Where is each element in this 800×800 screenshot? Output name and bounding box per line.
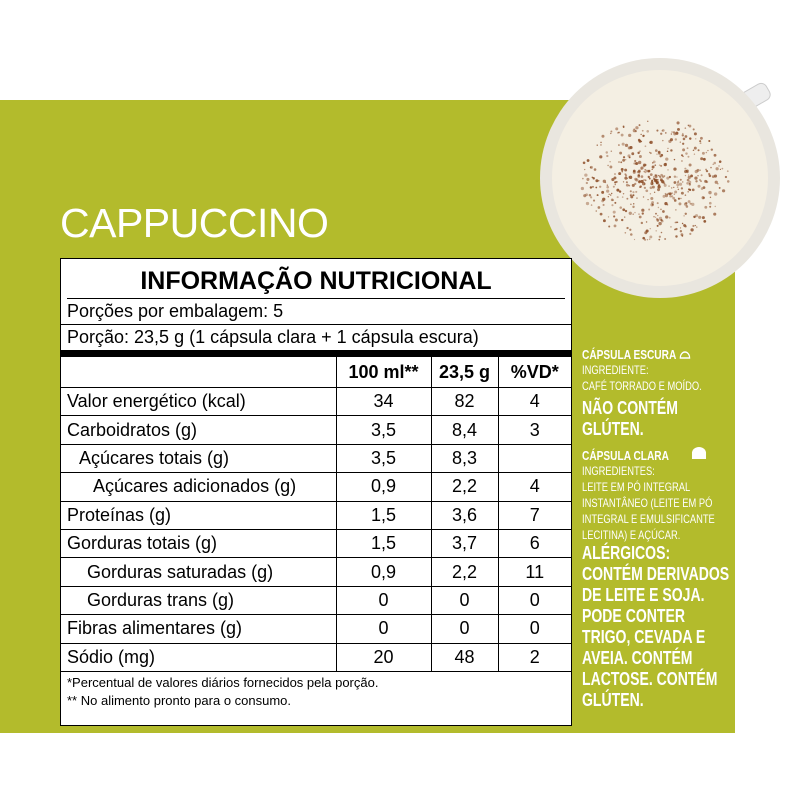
capsule-label: CÁPSULA CLARA: [582, 448, 669, 463]
product-title: CAPPUCCINO: [60, 200, 329, 246]
nutrient-row: Gorduras totais (g) 1,5 3,7 6: [61, 528, 571, 559]
nutrient-name: Gorduras totais (g): [61, 528, 337, 559]
nutrient-value: 0: [497, 585, 571, 616]
nutrient-value: 82: [430, 386, 499, 417]
capsule-label: CÁPSULA ESCURA: [582, 347, 676, 362]
nutrient-value: 8,4: [430, 415, 499, 445]
footnote: *Percentual de valores diários fornecido…: [67, 674, 379, 690]
column-header: 100 ml**: [335, 357, 432, 388]
nutrient-value: 3,7: [430, 528, 499, 559]
nutrient-value: 4: [497, 386, 571, 417]
nutrient-value: 0,9: [335, 472, 432, 502]
light-capsule-icon: [691, 447, 706, 459]
nutrient-name: Gorduras trans (g): [61, 585, 337, 616]
nutrition-table: INFORMAÇÃO NUTRICIONAL Porções por embal…: [60, 258, 572, 726]
nutrient-value: 0: [430, 585, 499, 616]
servings: Porções por embalagem: 5: [61, 299, 571, 325]
nutrient-value: 0: [430, 614, 499, 644]
nutrient-row: Gorduras saturadas (g) 0,9 2,2 11: [61, 557, 571, 587]
nutrient-row: Sódio (mg) 20 48 2: [61, 642, 571, 672]
ingredients: LEITE EM PÓ INTEGRAL INSTANTÂNEO (LEITE …: [582, 480, 715, 542]
nutrient-value: 3,6: [430, 500, 499, 530]
nutrient-value: 0: [335, 585, 432, 616]
nutrient-name: Açúcares adicionados (g): [61, 472, 337, 502]
table-heading: INFORMAÇÃO NUTRICIONAL: [67, 259, 565, 299]
blank-header: [61, 357, 337, 388]
dark-capsule-icon: [679, 351, 691, 359]
nutrient-value: 20: [335, 642, 432, 672]
sidebar: CÁPSULA ESCURA INGREDIENTE: CAFÉ TORRADO…: [582, 347, 732, 711]
nutrient-name: Fibras alimentares (g): [61, 614, 337, 644]
nutrient-row: Açúcares adicionados (g) 0,9 2,2 4: [61, 472, 571, 502]
nutrient-row: Fibras alimentares (g) 0 0 0: [61, 614, 571, 644]
nutrient-value: 6: [497, 528, 571, 559]
nutrient-row: Valor energético (kcal) 34 82 4: [61, 386, 571, 417]
nutrient-value: 34: [335, 386, 432, 417]
nutrient-value: 3: [497, 415, 571, 445]
nutrient-value: 1,5: [335, 500, 432, 530]
nutrient-value: 3,5: [335, 415, 432, 445]
nutrient-name: Valor energético (kcal): [61, 386, 337, 417]
nutrient-row: Proteínas (g) 1,5 3,6 7: [61, 500, 571, 530]
cup-photo: [540, 58, 780, 298]
ingredients-label: INGREDIENTES:: [582, 464, 655, 478]
nutrient-value: 3,5: [335, 443, 432, 474]
footnote: ** No alimento pronto para o consumo.: [67, 692, 292, 708]
column-header: 23,5 g: [430, 357, 499, 388]
column-header: %VD*: [497, 357, 571, 388]
nutrient-grid: 100 ml** 23,5 g %VD* Valor energético (kca…: [61, 357, 571, 672]
nutrient-value: 0,9: [335, 557, 432, 587]
nutrient-name: Carboidratos (g): [61, 415, 337, 445]
nutrient-row: Açúcares totais (g) 3,5 8,3: [61, 443, 571, 474]
nutrient-value: 2: [497, 642, 571, 672]
nutrient-row: Carboidratos (g) 3,5 8,4 3: [61, 415, 571, 445]
nutrient-value: 0: [335, 614, 432, 644]
nutrient-value: 11: [497, 557, 571, 587]
nutrient-value: 2,2: [430, 557, 499, 587]
gluten-note: NÃO CONTÉM GLÚTEN.: [582, 398, 678, 439]
nutrient-value: 1,5: [335, 528, 432, 559]
ingredients-label: INGREDIENTE:: [582, 363, 649, 377]
nutrient-value: 4: [497, 472, 571, 502]
nutrient-value: 0: [497, 614, 571, 644]
nutrient-value: 7: [497, 500, 571, 530]
nutrient-name: Açúcares totais (g): [61, 443, 337, 474]
ingredients: CAFÉ TORRADO E MOÍDO.: [582, 379, 702, 393]
nutrient-value: 8,3: [430, 443, 499, 474]
nutrient-name: Sódio (mg): [61, 642, 337, 672]
nutrient-name: Proteínas (g): [61, 500, 337, 530]
serving-size: Porção: 23,5 g (1 cápsula clara + 1 cáps…: [61, 325, 571, 357]
nutrient-row: Gorduras trans (g) 0 0 0: [61, 585, 571, 616]
nutrient-value: [497, 443, 571, 474]
nutrient-name: Gorduras saturadas (g): [61, 557, 337, 587]
allergens: ALÉRGICOS: CONTÉM DERIVADOS DE LEITE E S…: [582, 543, 730, 710]
nutrient-value: 2,2: [430, 472, 499, 502]
nutrient-value: 48: [430, 642, 499, 672]
